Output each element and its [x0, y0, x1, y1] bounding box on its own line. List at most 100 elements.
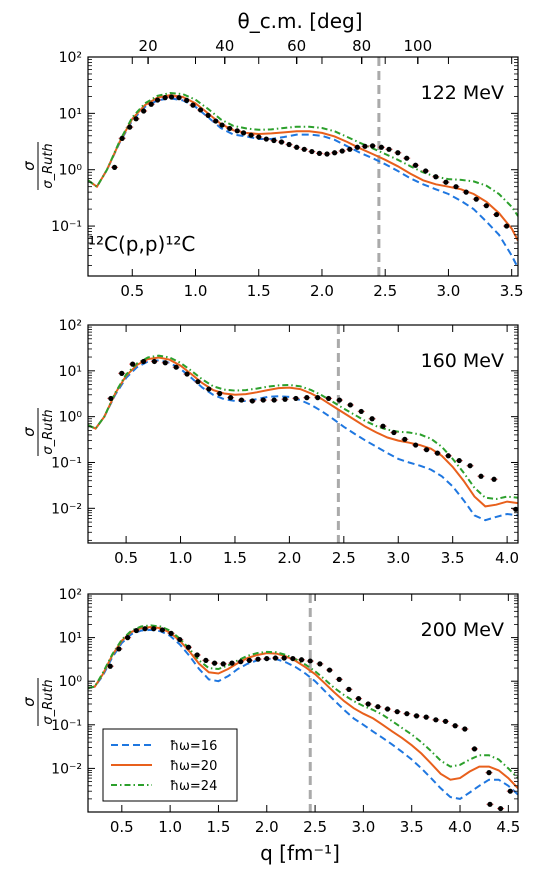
data-point [220, 661, 226, 667]
data-point [507, 788, 513, 794]
data-point [423, 714, 429, 720]
data-point [203, 657, 209, 663]
legend: ħω=16 ħω=20 ħω=24 [102, 728, 238, 802]
data-point [443, 179, 449, 185]
y-axis-label-200: σ σ_Ruth [20, 678, 56, 726]
data-point [176, 95, 182, 101]
data-point [119, 370, 125, 376]
data-point [246, 657, 252, 663]
data-point [281, 655, 287, 661]
data-point [184, 371, 190, 377]
data-point [141, 108, 147, 114]
axes-frame [87, 593, 519, 813]
x-tick-label: 3.0 [386, 549, 410, 567]
data-point [369, 416, 375, 422]
data-point [151, 358, 158, 365]
ylabel-denominator: σ_Ruth [41, 409, 56, 454]
legend-label-hw24: ħω=24 [170, 779, 217, 794]
data-point [395, 150, 401, 156]
data-point [264, 655, 270, 662]
x-tick-label: 3.5 [400, 818, 424, 836]
x-tick-label: 1.5 [247, 282, 271, 300]
y-tick-label: 10¹ [59, 106, 82, 122]
legend-label-hw20: ħω=20 [170, 759, 217, 774]
x-tick-label: 2.0 [310, 282, 334, 300]
data-point [463, 189, 469, 195]
data-point [487, 801, 493, 807]
data-point [272, 655, 279, 661]
data-point [315, 395, 321, 401]
data-point [184, 97, 190, 103]
data-point [133, 627, 139, 634]
axes-frame [87, 56, 519, 277]
data-point [294, 144, 300, 150]
data-point [423, 447, 430, 453]
x-tick-label: 3.5 [441, 549, 465, 567]
data-point [107, 663, 113, 669]
data-point [255, 656, 261, 662]
data-point [324, 151, 330, 157]
x-tick-label: 0.5 [120, 282, 144, 300]
data-point [133, 116, 139, 122]
x-tick-label: 4.0 [495, 549, 519, 567]
data-point [358, 408, 364, 415]
reaction-label: ¹²C(p,p)¹²C [88, 232, 195, 256]
data-point [326, 667, 333, 673]
data-point [263, 136, 269, 142]
ylabel-numerator: σ [20, 161, 38, 171]
data-point [217, 390, 223, 397]
plot-area [88, 57, 518, 276]
ylabel-denominator: σ_Ruth [41, 679, 56, 724]
data-point [404, 711, 410, 717]
data-point [290, 655, 296, 662]
data-point [347, 402, 353, 408]
data-point [177, 636, 183, 643]
plot-area [88, 325, 518, 543]
data-point [445, 453, 451, 459]
data-point [362, 143, 368, 149]
data-point [478, 473, 484, 479]
x-tick-label: 1.5 [223, 549, 247, 567]
data-point [229, 660, 235, 666]
data-point [453, 184, 459, 190]
data-point [325, 395, 332, 402]
data-point [336, 397, 343, 403]
y-tick-label: 10⁻¹ [51, 219, 82, 235]
data-point [162, 360, 168, 366]
data-point [491, 476, 497, 482]
panel-160mev: 0.5 1.0 1.5 2.0 2.5 3.0 3.5 4.0 10⁻² 10⁻¹ 10⁰ 10¹ 10… [51, 318, 519, 567]
data-point [206, 386, 212, 392]
data-point [293, 395, 299, 402]
data-point [140, 358, 147, 365]
series-line-hw20 [88, 356, 518, 508]
y-tick-label: 10⁰ [59, 163, 83, 179]
data-point [190, 102, 196, 108]
series-line-hw16 [88, 359, 518, 522]
data-point [227, 125, 233, 132]
x-tick-label: 3.5 [500, 282, 524, 300]
data-point [504, 223, 510, 229]
data-point [219, 122, 225, 128]
data-point [119, 135, 125, 141]
data-point [142, 626, 148, 632]
x-tick-label: 0.5 [110, 818, 134, 836]
x-tick-label: 1.5 [207, 818, 231, 836]
data-point [151, 626, 157, 632]
data-point [355, 695, 362, 702]
legend-label-hw16: ħω=16 [170, 739, 217, 754]
data-point [471, 746, 478, 752]
data-point [249, 398, 255, 404]
y-tick-label: 10² [59, 318, 82, 334]
data-point [404, 155, 410, 161]
data-point [413, 442, 419, 448]
data-point [380, 423, 386, 429]
series-line-hw16 [88, 628, 518, 800]
y-tick-label: 10¹ [59, 364, 82, 380]
top-tick-label: 60 [287, 37, 306, 55]
data-point [168, 94, 175, 100]
data-point [452, 723, 458, 729]
y-axis-label-122: σ σ_Ruth [20, 142, 56, 190]
data-point [434, 450, 441, 456]
data-point [159, 627, 166, 633]
x-tick-label: 3.0 [351, 818, 375, 836]
